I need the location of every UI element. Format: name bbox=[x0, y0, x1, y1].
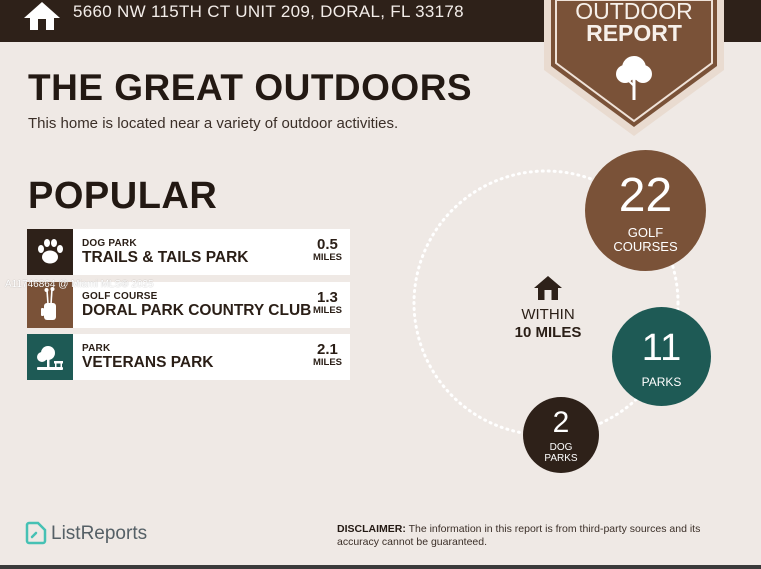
disclaimer-label: DISCLAIMER: bbox=[337, 523, 406, 535]
item-name: TRAILS & TAILS PARK bbox=[82, 249, 249, 266]
popular-item-park: PARK VETERANS PARK 2.1 MILES bbox=[27, 334, 350, 380]
popular-heading: POPULAR bbox=[28, 175, 218, 217]
outdoor-report-badge bbox=[544, 0, 724, 136]
badge-line-2: REPORT bbox=[586, 20, 682, 46]
distance-value: 1.3 bbox=[317, 289, 338, 306]
page-subtitle: This home is located near a variety of o… bbox=[28, 115, 399, 132]
bottom-border bbox=[0, 565, 761, 569]
item-distance: 1.3 MILES bbox=[313, 290, 342, 317]
distance-unit: MILES bbox=[312, 252, 342, 263]
stat-label-1: DOG bbox=[549, 442, 573, 453]
stat-value: 2 bbox=[552, 406, 570, 439]
badge-title: OUTDOOR REPORT bbox=[544, 0, 724, 46]
distance-value: 2.1 bbox=[317, 341, 338, 358]
item-category: GOLF COURSE bbox=[82, 291, 158, 302]
paw-icon bbox=[27, 229, 73, 275]
distance-value: 0.5 bbox=[317, 236, 338, 253]
listreports-logo-icon bbox=[25, 521, 47, 545]
mls-watermark: A11746864 @ Miami MLS® 2025 bbox=[5, 279, 154, 290]
radius-label: WITHIN 10 MILES bbox=[498, 306, 598, 342]
badge-line-1: OUTDOOR bbox=[575, 0, 693, 24]
house-icon bbox=[24, 2, 60, 30]
stat-golf-courses: 22 GOLF COURSES bbox=[585, 150, 706, 271]
stat-dog-parks: 2 DOG PARKS bbox=[523, 397, 599, 473]
item-distance: 2.1 MILES bbox=[313, 342, 342, 369]
distance-unit: MILES bbox=[312, 305, 342, 316]
item-distance: 0.5 MILES bbox=[313, 237, 342, 264]
park-icon bbox=[27, 334, 73, 380]
disclaimer: DISCLAIMER: The information in this repo… bbox=[337, 523, 742, 549]
distance-unit: MILES bbox=[312, 357, 342, 368]
stat-parks: 11 PARKS bbox=[612, 307, 711, 406]
popular-item-dog-park: DOG PARK TRAILS & TAILS PARK 0.5 MILES bbox=[27, 229, 350, 275]
stat-label-2: COURSES bbox=[613, 239, 678, 254]
radius-line-1: WITHIN bbox=[521, 306, 575, 323]
item-category: DOG PARK bbox=[82, 238, 137, 249]
radius-line-2: 10 MILES bbox=[514, 324, 582, 341]
brand-name: ListReports bbox=[51, 523, 148, 544]
stat-label-2: PARKS bbox=[544, 453, 578, 464]
popular-item-golf-course: GOLF COURSE DORAL PARK COUNTRY CLUB 1.3 … bbox=[27, 282, 350, 328]
stat-value: 22 bbox=[618, 169, 673, 222]
page-title: THE GREAT OUTDOORS bbox=[28, 67, 473, 108]
item-name: DORAL PARK COUNTRY CLUB bbox=[82, 302, 312, 319]
property-address: 5660 NW 115TH CT UNIT 209, DORAL, FL 331… bbox=[73, 2, 464, 21]
disclaimer-text: The information in this report is from t… bbox=[337, 523, 701, 548]
stat-label-1: GOLF bbox=[627, 225, 664, 240]
house-icon bbox=[534, 276, 562, 300]
stat-value: 11 bbox=[641, 327, 682, 369]
item-name: VETERANS PARK bbox=[82, 354, 214, 371]
golf-bag-icon bbox=[27, 282, 73, 328]
item-category: PARK bbox=[82, 343, 111, 354]
tree-icon bbox=[616, 56, 652, 100]
stat-label-1: PARKS bbox=[641, 375, 682, 389]
